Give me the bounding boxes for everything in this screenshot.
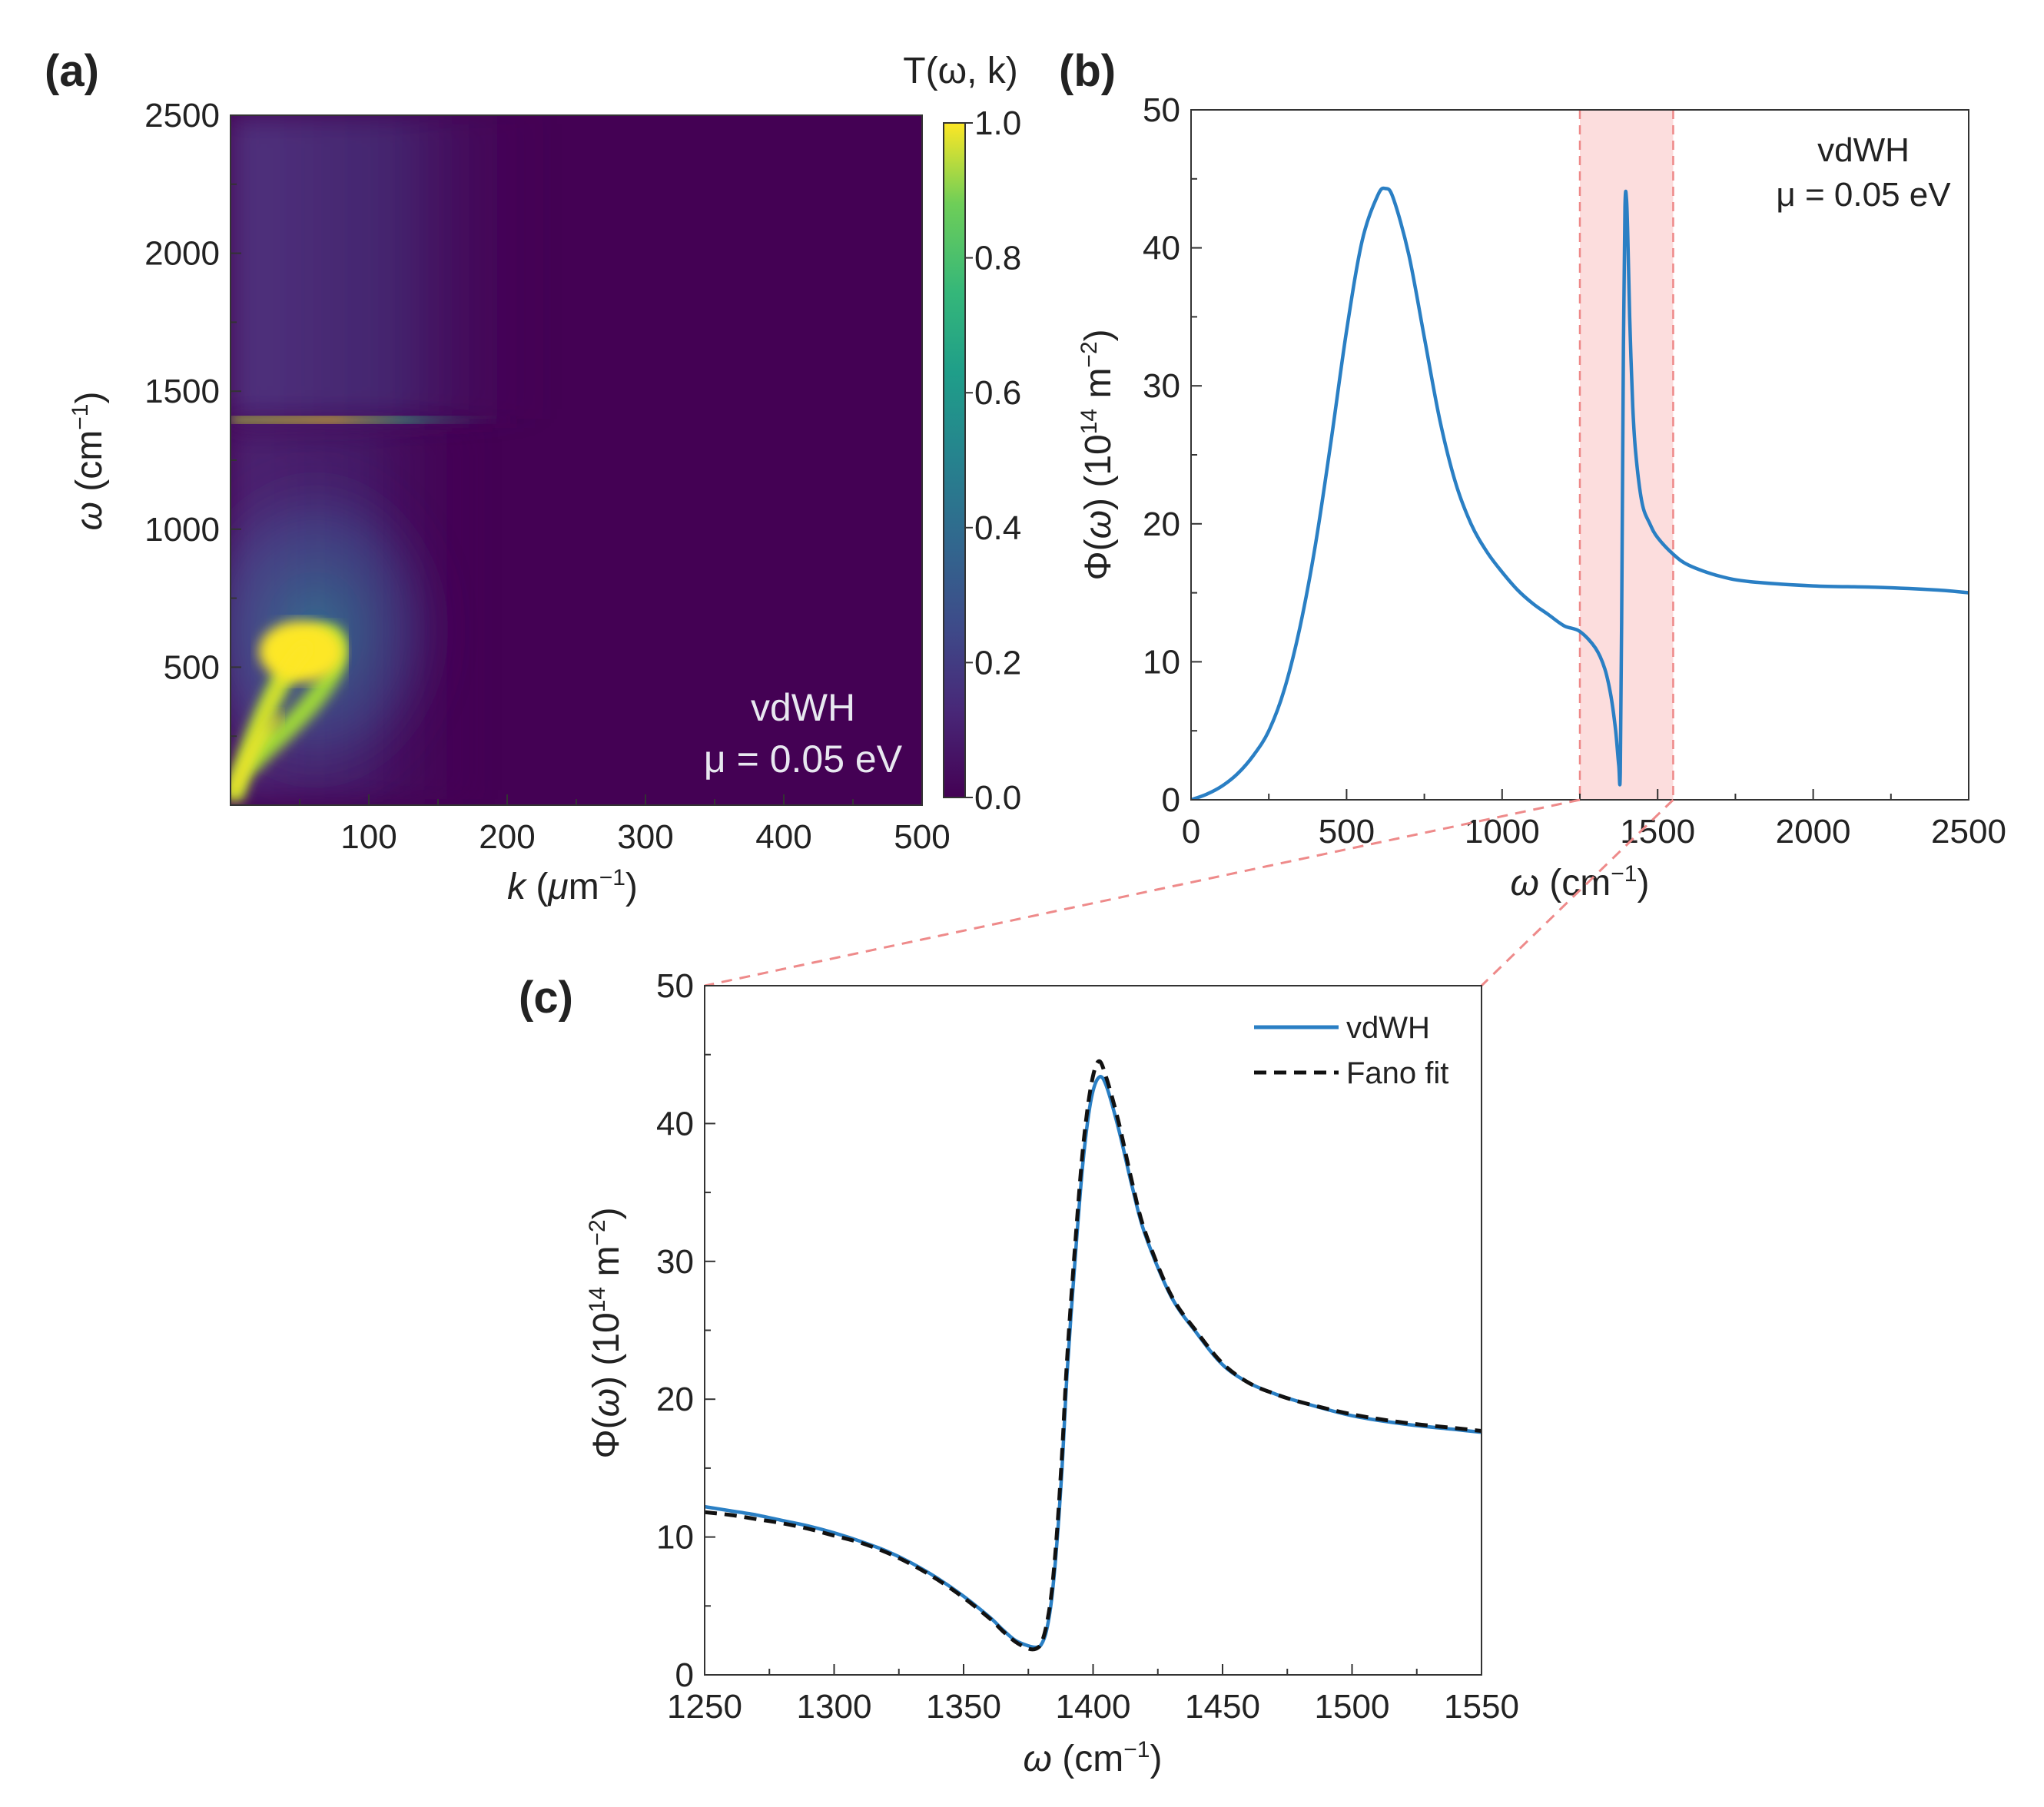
y-tick-label: 30 — [1143, 367, 1180, 405]
heatmap-x-axis-label: k (μm−1) — [507, 865, 638, 907]
heatmap-annotation-line1: vdWH — [751, 686, 855, 729]
heatmap-y-ticks: 500 1000 1500 2000 2500 — [144, 97, 241, 738]
legend-label-fano-fit: Fano fit — [1346, 1056, 1448, 1090]
panel-b-series-vdwh — [1191, 186, 1969, 800]
heatmap-annotation-line2: μ = 0.05 eV — [704, 738, 903, 781]
legend-label-vdwh: vdWH — [1346, 1011, 1430, 1045]
y-tick-label: 2000 — [144, 235, 220, 273]
y-tick-label: 2500 — [144, 97, 220, 134]
heatmap-upper-band — [231, 115, 553, 419]
panel-c-legend: vdWH Fano fit — [1254, 1011, 1448, 1090]
panel-b-annotation-line2: μ = 0.05 eV — [1776, 176, 1951, 214]
panel-b-x-axis-label: ω (cm−1) — [1511, 861, 1650, 903]
y-tick-label: 0 — [675, 1656, 694, 1694]
zoom-connector-left — [704, 798, 1581, 987]
x-tick-label: 2500 — [1931, 813, 2006, 850]
x-tick-label: 1450 — [1185, 1688, 1260, 1726]
panel-b-y-axis-label: Φ(ω) (1014 m−2) — [1077, 329, 1119, 580]
x-tick-label: 2000 — [1776, 813, 1851, 850]
colorbar-tick-label: 0.0 — [974, 779, 1021, 817]
colorbar-tick-label: 0.4 — [974, 509, 1021, 547]
y-tick-label: 20 — [656, 1381, 694, 1418]
y-tick-label: 20 — [1143, 506, 1180, 543]
panel-a-heatmap: (a) 500 1000 1500 2000 2500 100 200 300 400 500 … — [45, 46, 1021, 907]
x-tick-label: 1500 — [1620, 813, 1695, 850]
colorbar-title: T(ω, k) — [903, 51, 1017, 91]
y-tick-label: 1500 — [144, 373, 220, 410]
panel-c-x-axis-label: ω (cm−1) — [1024, 1737, 1163, 1779]
heatmap-x-ticks: 100 200 300 400 500 — [299, 794, 951, 856]
y-tick-label: 30 — [656, 1243, 694, 1281]
x-tick-label: 100 — [340, 818, 397, 856]
colorbar-tick-label: 0.2 — [974, 644, 1021, 681]
x-tick-label: 1400 — [1056, 1688, 1131, 1726]
x-tick-label: 1500 — [1315, 1688, 1390, 1726]
x-tick-label: 200 — [479, 818, 535, 856]
panel-c-line-chart: (c) 0 10 20 30 40 50 1250 1300 1350 1400 1450 1500… — [519, 967, 1519, 1779]
panel-b-y-ticks: 0 10 20 30 40 50 — [1143, 91, 1202, 819]
y-tick-label: 40 — [1143, 230, 1180, 267]
panel-c-series-vdwh — [705, 1075, 1482, 1650]
panel-c-x-ticks: 1250 1300 1350 1400 1450 1500 1550 — [667, 1664, 1519, 1726]
y-tick-label: 10 — [656, 1519, 694, 1557]
heatmap-y-axis-label: ω (cm−1) — [68, 392, 110, 531]
x-tick-label: 1000 — [1465, 813, 1540, 850]
panel-b-annotation-line1: vdWH — [1817, 131, 1910, 169]
heatmap-image — [231, 115, 922, 805]
x-tick-label: 1550 — [1444, 1688, 1519, 1726]
colorbar-tick-label: 0.6 — [974, 374, 1021, 412]
x-tick-label: 300 — [617, 818, 673, 856]
x-tick-label: 1300 — [797, 1688, 872, 1726]
y-tick-label: 50 — [1143, 91, 1180, 129]
panel-c-y-ticks: 0 10 20 30 40 50 — [656, 967, 715, 1694]
zoom-connector-right — [1480, 798, 1674, 987]
colorbar-tick-label: 1.0 — [974, 104, 1021, 142]
panel-c-series-fano-fit — [705, 1059, 1482, 1652]
colorbar-gradient — [943, 122, 966, 798]
x-tick-label: 1350 — [926, 1688, 1001, 1726]
panel-b-x-ticks: 0 500 1000 1500 2000 2500 — [1182, 789, 2006, 850]
colorbar: T(ω, k) 0.0 0.2 0.4 0.6 0.8 1.0 — [903, 51, 1021, 817]
panel-c-label: (c) — [519, 973, 573, 1023]
y-tick-label: 50 — [656, 967, 694, 1005]
y-tick-label: 0 — [1162, 781, 1180, 819]
panel-b-label: (b) — [1059, 46, 1116, 96]
heatmap-phonon-line — [231, 416, 523, 423]
y-tick-label: 1000 — [144, 511, 220, 549]
panel-a-label: (a) — [45, 46, 99, 96]
x-tick-label: 500 — [894, 818, 950, 856]
heatmap-second-branch — [231, 712, 284, 793]
x-tick-label: 500 — [1319, 813, 1375, 850]
x-tick-label: 1250 — [667, 1688, 742, 1726]
y-tick-label: 500 — [164, 648, 220, 686]
panel-c-y-axis-label: Φ(ω) (1014 m−2) — [585, 1207, 627, 1458]
x-tick-label: 0 — [1182, 813, 1200, 850]
colorbar-tick-label: 0.8 — [974, 240, 1021, 277]
x-tick-label: 400 — [755, 818, 811, 856]
panel-b-line-chart: (b) 0 10 20 30 40 50 0 500 1000 1500 2000 2500 Φ(ω… — [1059, 46, 2006, 903]
y-tick-label: 40 — [656, 1105, 694, 1142]
colorbar-ticks: 0.0 0.2 0.4 0.6 0.8 1.0 — [965, 104, 1021, 817]
y-tick-label: 10 — [1143, 643, 1180, 681]
